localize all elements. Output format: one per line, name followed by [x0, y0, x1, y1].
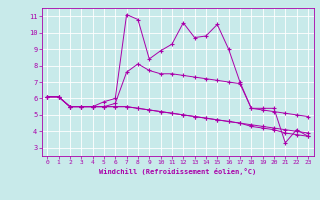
- X-axis label: Windchill (Refroidissement éolien,°C): Windchill (Refroidissement éolien,°C): [99, 168, 256, 175]
